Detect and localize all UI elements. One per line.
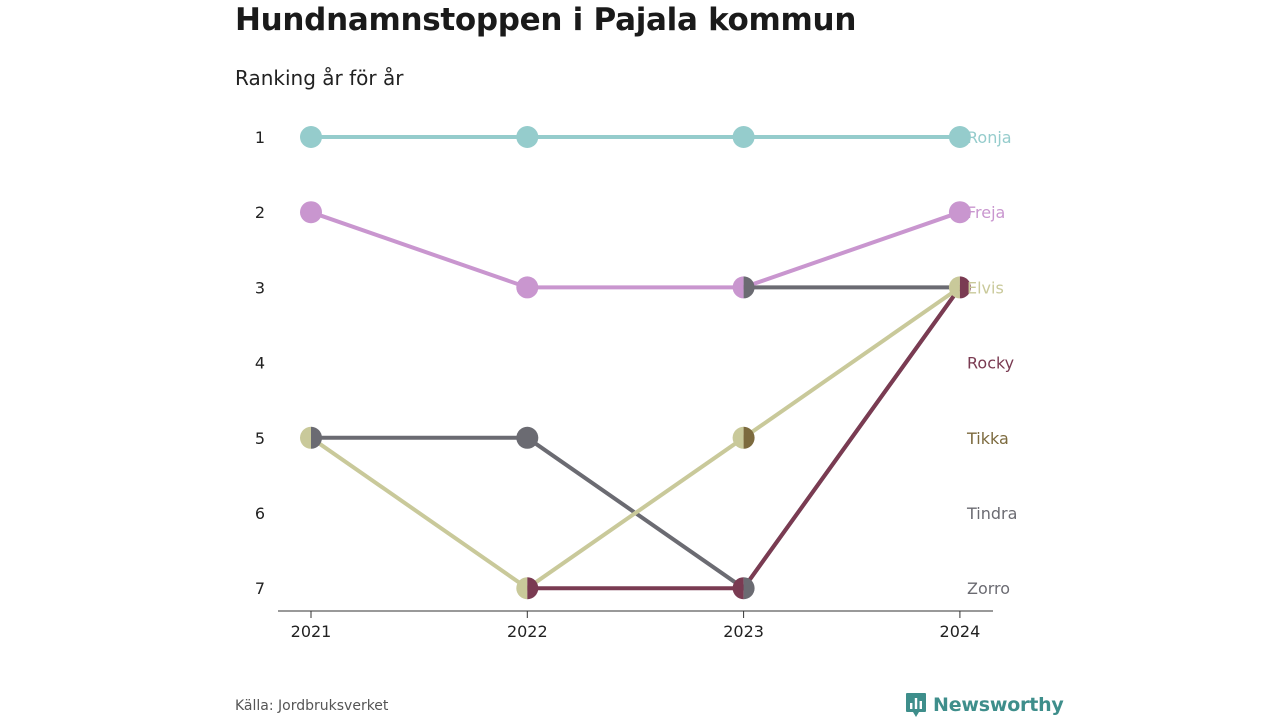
point-ronja-2021 bbox=[300, 126, 322, 148]
end-label-zorro: Zorro bbox=[967, 579, 1010, 598]
series-end-labels: Ronja Freja Elvis Rocky Tikka Tindra Zorro bbox=[966, 128, 1017, 598]
point-ronja-2022 bbox=[516, 126, 539, 148]
y-tick-label: 3 bbox=[255, 278, 265, 297]
point-half-elvis bbox=[516, 577, 528, 600]
end-label-ronja: Ronja bbox=[967, 128, 1012, 147]
y-tick-label: 4 bbox=[255, 354, 265, 373]
point-zorro-tindra-rocky-elvis-2024 bbox=[948, 276, 971, 299]
y-tick-label: 7 bbox=[255, 579, 265, 598]
point-half-rocky bbox=[527, 577, 539, 600]
series-line-elvis bbox=[525, 435, 746, 591]
chart-subtitle: Ranking år för år bbox=[235, 66, 404, 90]
point-ronja-2024 bbox=[948, 126, 971, 148]
brand-logo: Newsworthy bbox=[905, 692, 1064, 718]
y-tick-label: 5 bbox=[255, 429, 265, 448]
series-line-elvis bbox=[741, 285, 962, 440]
series-line-rocky bbox=[741, 285, 962, 591]
brand-name: Newsworthy bbox=[933, 694, 1064, 716]
y-tick-label: 1 bbox=[255, 128, 265, 147]
point-half-rocky bbox=[732, 577, 744, 600]
series-lines bbox=[309, 135, 962, 591]
point-zorro-rocky-2023 bbox=[732, 577, 755, 600]
series-points bbox=[300, 126, 971, 600]
point-freja-2024 bbox=[948, 201, 971, 224]
y-tick-label: 6 bbox=[255, 504, 265, 523]
chart-title: Hundnamnstoppen i Pajala kommun bbox=[235, 2, 857, 38]
point-rocky-elvis-2022 bbox=[516, 577, 539, 600]
point-half-elvis bbox=[732, 426, 744, 449]
point-freja-2021 bbox=[300, 201, 322, 224]
x-tick-label: 2022 bbox=[507, 622, 548, 641]
end-label-rocky: Rocky bbox=[967, 354, 1014, 373]
point-tikka-elvis-2023 bbox=[732, 426, 755, 449]
x-tick-label: 2023 bbox=[723, 622, 764, 641]
point-ronja-2023 bbox=[732, 126, 755, 148]
point-half-tikka bbox=[743, 426, 755, 449]
point-half-rocky bbox=[959, 276, 971, 299]
bar-chart-speech-bubble-icon bbox=[906, 693, 926, 717]
source-note: Källa: Jordbruksverket bbox=[235, 698, 389, 714]
point-half-elvis bbox=[948, 276, 960, 299]
series-line-elvis bbox=[309, 435, 530, 591]
point-tindra-freja-2023 bbox=[732, 276, 755, 299]
point-half-freja bbox=[732, 276, 744, 299]
end-label-tikka: Tikka bbox=[966, 429, 1009, 448]
point-half-zorro bbox=[311, 426, 322, 449]
y-tick-label: 2 bbox=[255, 203, 265, 222]
point-freja-2022 bbox=[516, 276, 539, 299]
point-half-elvis bbox=[300, 426, 311, 449]
y-axis-ticks: 1 2 3 4 5 6 7 bbox=[255, 128, 265, 598]
end-label-freja: Freja bbox=[967, 203, 1005, 222]
point-half-zorro bbox=[743, 577, 755, 600]
point-half-tindra bbox=[743, 276, 755, 299]
series-line-freja bbox=[309, 210, 530, 290]
series-line-freja bbox=[741, 210, 962, 290]
x-tick-label: 2024 bbox=[940, 622, 981, 641]
end-label-elvis: Elvis bbox=[967, 278, 1004, 297]
end-label-tindra: Tindra bbox=[966, 504, 1017, 523]
x-axis-ticks: 2021 2022 2023 2024 bbox=[291, 611, 981, 641]
point-zorro-2022 bbox=[516, 426, 539, 449]
point-zorro-elvis-2021 bbox=[300, 426, 322, 449]
x-tick-label: 2021 bbox=[291, 622, 332, 641]
